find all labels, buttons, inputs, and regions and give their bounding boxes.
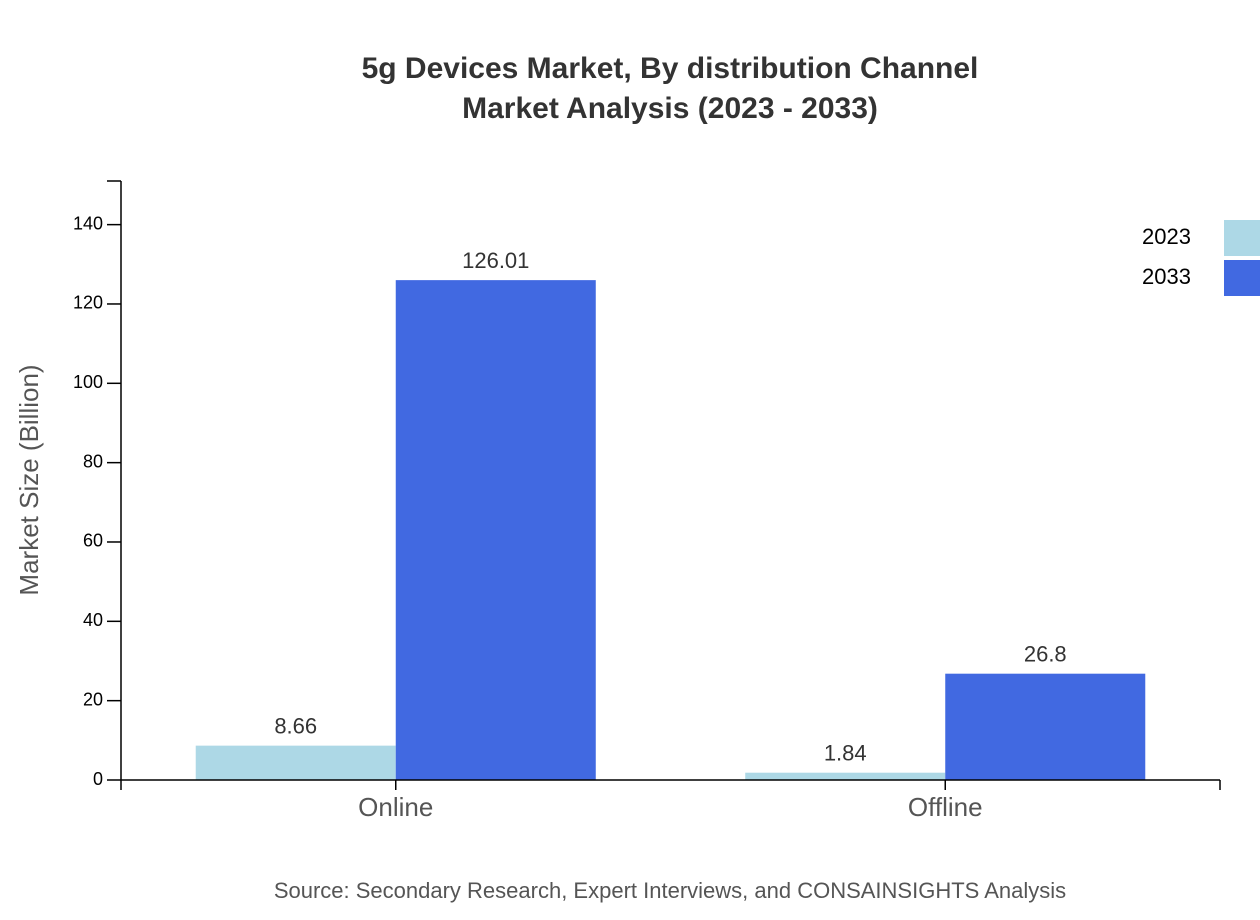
- value-label: 126.01: [462, 248, 529, 273]
- legend-swatch: [1224, 260, 1260, 296]
- bar: [395, 280, 596, 780]
- bar: [195, 745, 396, 780]
- x-tick-label: Online: [358, 792, 433, 822]
- source-note: Source: Secondary Research, Expert Inter…: [274, 878, 1066, 903]
- y-tick-label: 40: [83, 610, 103, 630]
- y-tick-label: 0: [93, 769, 103, 789]
- y-tick-label: 60: [83, 531, 103, 551]
- bar: [945, 673, 1146, 780]
- value-label: 8.66: [274, 713, 317, 738]
- y-tick-label: 120: [73, 293, 103, 313]
- y-axis-label: Market Size (Billion): [14, 364, 44, 595]
- x-tick-label: Offline: [908, 792, 983, 822]
- bar: [745, 772, 946, 780]
- y-tick-label: 20: [83, 689, 103, 709]
- legend-label: 2033: [1142, 264, 1191, 289]
- y-tick-label: 80: [83, 451, 103, 471]
- chart-subtitle: Market Analysis (2023 - 2033): [462, 92, 878, 125]
- legend-label: 2023: [1142, 224, 1191, 249]
- legend-swatch: [1224, 220, 1260, 256]
- value-label: 26.8: [1024, 641, 1067, 666]
- y-tick-label: 100: [73, 372, 103, 392]
- y-tick-label: 140: [73, 213, 103, 233]
- chart-title: 5g Devices Market, By distribution Chann…: [362, 52, 979, 85]
- value-label: 1.84: [824, 741, 867, 766]
